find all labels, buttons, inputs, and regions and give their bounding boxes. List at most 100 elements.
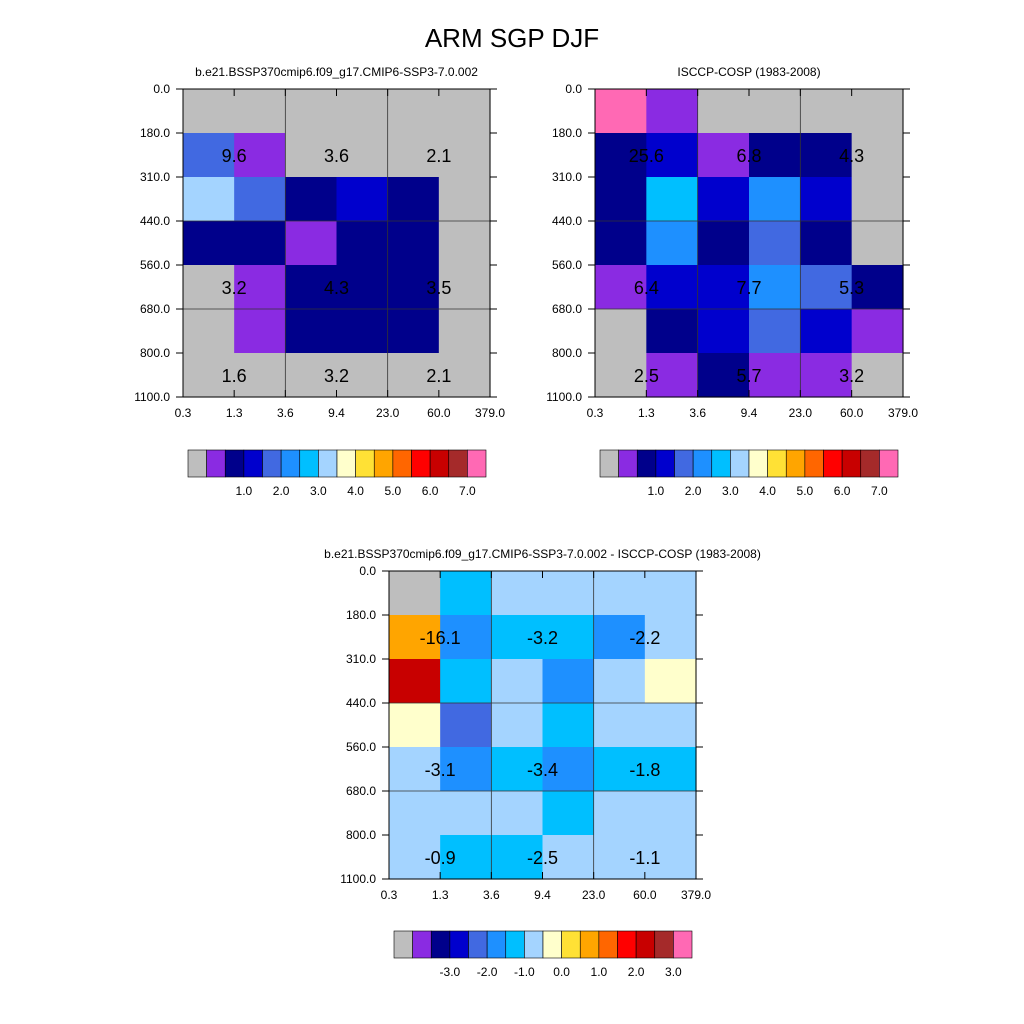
x-tick-label: 3.6 [689,406,706,420]
y-tick-label: 0.0 [565,82,582,96]
heatmap-cell [593,615,646,660]
heatmap-cell [542,791,595,836]
colorbar-label: 3.0 [665,965,682,979]
heatmap-cell [285,133,338,178]
cell-value-label: 5.3 [839,278,864,298]
heatmap-cell [593,791,646,836]
colorbar-label: -2.0 [477,965,498,979]
heatmap-cell [851,177,904,222]
y-tick-label: 310.0 [552,170,582,184]
heatmap-cell [646,265,699,310]
colorbar-swatch [467,449,487,478]
y-tick-label: 180.0 [346,608,376,622]
heatmap-panel-3: b.e21.BSSP370cmip6.f09_g17.CMIP6-SSP3-7.… [324,547,761,979]
y-tick-label: 180.0 [140,126,170,140]
x-tick-label: 379.0 [681,888,711,902]
colorbar-swatch [336,449,356,478]
heatmap-cell [749,353,801,398]
heatmap-cell [387,221,440,266]
heatmap-cell [593,835,646,880]
x-tick-label: 0.3 [587,406,604,420]
colorbar-swatch [468,930,488,959]
heatmap-cell [646,221,699,266]
heatmap-cell [800,309,853,354]
y-tick-label: 680.0 [140,302,170,316]
cell-value-label: 7.7 [736,278,761,298]
heatmap-cell [438,265,491,310]
y-tick-label: 310.0 [346,652,376,666]
colorbar-label: 2.0 [273,484,290,498]
y-tick-label: 680.0 [552,302,582,316]
heatmap-cell [851,353,904,398]
y-tick-label: 1100.0 [546,390,582,404]
heatmap-cell [491,615,544,660]
heatmap-cell [285,265,338,310]
cell-value-label: 2.1 [426,146,451,166]
heatmap-cell [183,265,235,310]
heatmap-cell [183,221,235,266]
y-tick-label: 680.0 [346,784,376,798]
y-tick-label: 180.0 [552,126,582,140]
x-tick-label: 60.0 [840,406,864,420]
heatmap-cell [285,353,338,398]
colorbar-swatch [486,930,507,959]
colorbar-swatch [449,930,469,959]
colorbar-label: 7.0 [871,484,888,498]
colorbar-swatch [542,930,562,959]
heatmap-cell [697,133,750,178]
heatmap-cell [491,747,544,792]
heatmap-cell [336,177,389,222]
heatmap-cell [800,221,853,266]
colorbar-swatch [505,930,525,959]
heatmap-cell [491,659,544,704]
colorbar-swatch [412,930,432,959]
colorbar: 1.0 2.0 3.0 4.0 5.0 6.0 7.0 [187,449,487,498]
heatmap-cell [336,353,389,398]
cell-value-label: 4.3 [839,146,864,166]
colorbar-label: 0.0 [553,965,570,979]
heatmap-cell [285,221,338,266]
colorbar-swatch [674,449,694,478]
heatmap-cell [387,177,440,222]
colorbar-label: 2.0 [628,965,645,979]
heatmap-cell [697,265,750,310]
x-tick-label: 23.0 [376,406,400,420]
y-tick-label: 1100.0 [134,390,170,404]
heatmap-cell [749,177,801,222]
heatmap-cell [491,791,544,836]
colorbar-swatch [243,449,263,478]
colorbar-swatch [730,449,750,478]
colorbar-swatch [655,449,675,478]
heatmap-cell [593,703,646,748]
heatmap-cell [336,265,389,310]
colorbar-swatch [598,930,618,959]
heatmap-cell [183,177,235,222]
x-tick-label: 23.0 [789,406,813,420]
x-tick-label: 1.3 [432,888,449,902]
colorbar-label: 1.0 [648,484,665,498]
heatmap-cell [234,177,286,222]
heatmap-cell [387,133,440,178]
colorbar-swatch [692,449,713,478]
heatmap-cell [285,309,338,354]
colorbar-swatch [224,449,245,478]
heatmap-cell [646,177,699,222]
heatmap-cell [336,309,389,354]
heatmap-cell [800,177,853,222]
colorbar-label: 4.0 [347,484,364,498]
colorbar-swatch [318,449,338,478]
heatmap-cell [646,133,699,178]
colorbar-swatch [393,930,413,959]
heatmap-cell [749,309,801,354]
heatmap-panel-2: ISCCP-COSP (1983-2008) 0.3 1.3 3.6 9.4 23.0 60… [546,65,918,498]
heatmap-cell [697,177,750,222]
heatmap-cell [697,353,750,398]
colorbar-swatch [841,449,862,478]
cell-value-label: 6.4 [634,278,659,298]
heatmap-cell [851,265,904,310]
cell-value-label: 2.5 [634,366,659,386]
heatmap-cell [389,835,441,880]
heatmap-cell [800,353,853,398]
colorbar-swatch [785,449,806,478]
heatmap-panel-1: b.e21.BSSP370cmip6.f09_g17.CMIP6-SSP3-7.… [134,65,505,498]
